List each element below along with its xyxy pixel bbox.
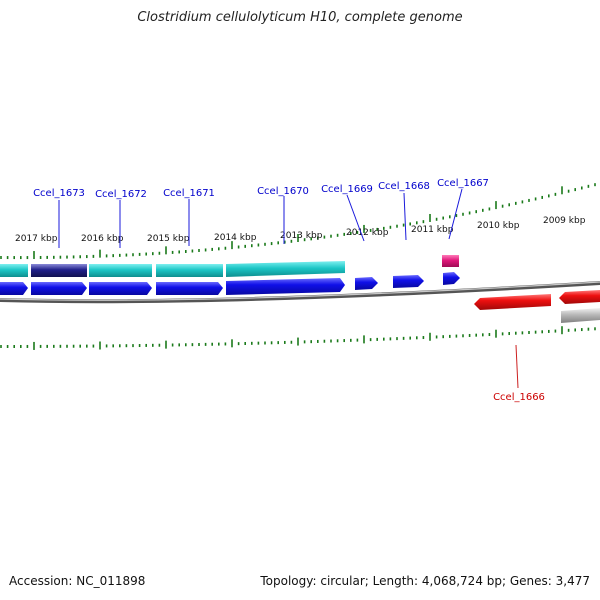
scale-ticks-upper	[0, 183, 596, 260]
gene-segment[interactable]	[226, 261, 345, 277]
genome-info-text: Topology: circular; Length: 4,068,724 bp…	[260, 574, 590, 588]
kbp-label: 2014 kbp	[214, 233, 257, 243]
scale-ticks-lower	[0, 326, 596, 350]
gene-segment-selected[interactable]	[31, 264, 87, 277]
cds-arrow[interactable]	[443, 272, 460, 285]
reverse-cds-track	[474, 290, 600, 310]
kbp-label: 2017 kbp	[15, 234, 58, 244]
kbp-label: 2009 kbp	[543, 216, 586, 226]
rna-feature[interactable]	[442, 255, 459, 267]
kbp-scale-labels: 2017 kbp 2016 kbp 2015 kbp 2014 kbp 2013…	[15, 216, 586, 244]
kbp-label: 2011 kbp	[411, 225, 454, 235]
gene-label[interactable]: Ccel_1671	[163, 188, 215, 199]
map-title: Clostridium cellulolyticum H10, complete…	[137, 10, 463, 25]
gene-label[interactable]: Ccel_1666	[493, 392, 545, 403]
cds-arrow[interactable]	[156, 282, 223, 295]
genome-backbone	[0, 281, 600, 304]
gene-labels-forward: Ccel_1673 Ccel_1672 Ccel_1671 Ccel_1670 …	[33, 178, 489, 200]
cds-arrow[interactable]	[559, 290, 600, 304]
forward-gene-track	[0, 261, 345, 277]
gene-label[interactable]: Ccel_1668	[378, 181, 430, 192]
kbp-label: 2012 kbp	[346, 228, 389, 238]
gene-segment[interactable]	[156, 264, 223, 277]
kbp-label: 2013 kbp	[280, 231, 323, 241]
gene-label[interactable]: Ccel_1667	[437, 178, 489, 189]
cds-arrow[interactable]	[474, 294, 551, 310]
gene-segment[interactable]	[89, 264, 152, 277]
kbp-label: 2015 kbp	[147, 234, 190, 244]
cds-arrow[interactable]	[226, 278, 345, 295]
gene-label[interactable]: Ccel_1669	[321, 184, 373, 195]
gene-label-leaders	[58, 188, 463, 248]
gene-label[interactable]: Ccel_1670	[257, 186, 309, 197]
reverse-gene-segment[interactable]	[561, 308, 600, 323]
gene-label-leader-reverse	[515, 344, 519, 389]
kbp-label: 2016 kbp	[81, 234, 124, 244]
gene-label[interactable]: Ccel_1673	[33, 188, 85, 199]
forward-cds-track	[0, 272, 460, 295]
kbp-label: 2010 kbp	[477, 221, 520, 231]
gene-segment[interactable]	[0, 264, 28, 277]
cds-arrow[interactable]	[0, 282, 28, 295]
accession-text: Accession: NC_011898	[9, 574, 146, 588]
cds-arrow[interactable]	[89, 282, 152, 295]
gene-label[interactable]: Ccel_1672	[95, 189, 147, 200]
cds-arrow[interactable]	[393, 275, 424, 288]
cds-arrow[interactable]	[31, 282, 87, 295]
cds-arrow[interactable]	[355, 277, 378, 290]
